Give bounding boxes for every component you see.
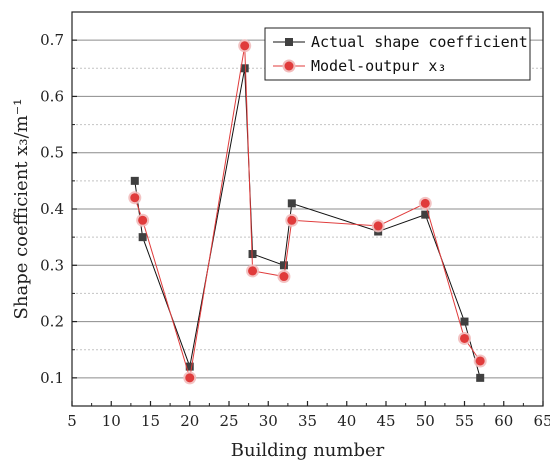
series-2: [128, 39, 487, 385]
x-axis-title: Building number: [231, 440, 385, 461]
y-tick-label: 0.7: [40, 31, 64, 49]
data-point-circle: [287, 215, 297, 225]
y-tick-label: 0.1: [40, 369, 64, 387]
data-point-circle: [248, 266, 258, 276]
data-point-square: [138, 233, 147, 242]
data-point-circle: [475, 356, 485, 366]
x-tick-label: 60: [494, 412, 513, 430]
legend-label: Actual shape coefficient: [311, 33, 528, 51]
x-tick-label: 35: [298, 412, 317, 430]
legend-item-2: Model-outpur x₃: [273, 57, 446, 75]
axis-ticks: 0.1 0.2 0.3 0.4 0.5 0.6 0.7 5 10 15 20 25 30 35 40 45 50…: [40, 31, 550, 430]
data-point-square: [240, 64, 249, 73]
data-point-square: [460, 317, 469, 326]
legend-label: Model-outpur x₃: [311, 57, 446, 75]
legend-box: [264, 27, 531, 81]
y-tick-label: 0.4: [40, 200, 64, 218]
y-tick-label: 0.5: [40, 144, 64, 162]
x-tick-label: 30: [259, 412, 278, 430]
y-tick-label: 0.3: [40, 256, 64, 274]
data-point-square: [421, 210, 430, 219]
data-point-circle: [373, 221, 383, 231]
x-tick-label: 15: [141, 412, 160, 430]
x-tick-label: 50: [416, 412, 435, 430]
x-tick-label: 10: [102, 412, 121, 430]
data-point-circle: [185, 373, 195, 383]
series-line: [134, 68, 481, 379]
legend-swatch-circle: [284, 61, 294, 71]
x-tick-label: 40: [337, 412, 356, 430]
x-tick-label: 25: [219, 412, 238, 430]
y-tick-label: 0.6: [40, 87, 64, 105]
x-tick-label: 55: [455, 412, 474, 430]
data-point-square: [248, 250, 257, 259]
data-point-square: [279, 261, 288, 270]
y-tick-label: 0.2: [40, 313, 64, 331]
data-point-circle: [138, 215, 148, 225]
legend-swatch-square: [285, 38, 293, 46]
x-tick-label: 20: [180, 412, 199, 430]
data-point-square: [476, 373, 485, 382]
x-tick-label: 45: [376, 412, 395, 430]
data-point-circle: [130, 193, 140, 203]
x-tick-label: 5: [67, 412, 77, 430]
data-point-circle: [420, 198, 430, 208]
legend-item-1: Actual shape coefficient: [273, 33, 528, 51]
data-point-square: [185, 362, 194, 371]
data-point-circle: [279, 272, 289, 282]
legend: Actual shape coefficient Model-outpur x₃: [264, 27, 531, 81]
data-point-square: [130, 176, 139, 185]
series-layer: [128, 39, 487, 385]
x-tick-label: 65: [533, 412, 550, 430]
data-point-circle: [240, 41, 250, 51]
data-point-square: [287, 199, 296, 208]
y-axis-title: Shape coefficient x₃/m⁻¹: [11, 99, 32, 320]
data-point-circle: [460, 333, 469, 343]
